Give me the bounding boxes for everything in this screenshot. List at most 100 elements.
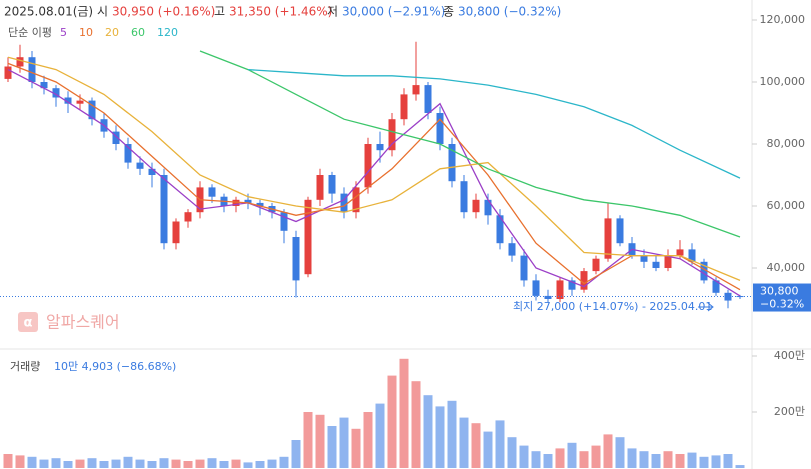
volume-bar (483, 431, 493, 468)
volume-bar (591, 445, 601, 468)
volume-bar (135, 459, 145, 468)
volume-bar (75, 459, 85, 468)
last-price-change: −0.32% (760, 298, 804, 311)
legend-entry: 20 (105, 26, 119, 39)
candle-body (304, 199, 312, 275)
volume-bar (579, 451, 589, 468)
volume-bar (507, 437, 517, 468)
candle-body (520, 255, 528, 281)
volume-bar (255, 461, 265, 468)
volume-bar (387, 375, 397, 468)
y-tick-label: 100,000 (760, 75, 806, 88)
candle-body (136, 162, 144, 169)
volume-bar (699, 456, 709, 468)
candle-body (532, 280, 540, 296)
candle-body (16, 57, 24, 67)
volume-bar (339, 417, 349, 468)
volume-bar (195, 459, 205, 468)
candle-body (712, 280, 720, 293)
volume-bar (171, 459, 181, 468)
volume-bar (411, 381, 421, 468)
candle-body (352, 187, 360, 213)
candle-body (400, 94, 408, 120)
volume-bar (531, 451, 541, 468)
volume-bar (471, 423, 481, 468)
volume-bar (231, 459, 241, 468)
candle-body (484, 199, 492, 216)
high-value: 31,350 (+1.46%) (229, 5, 332, 19)
candle-body (184, 212, 192, 222)
candle-body (424, 85, 432, 113)
y-tick-label: 120,000 (760, 13, 806, 26)
candle-body (556, 280, 564, 299)
volume-bar (495, 420, 505, 468)
volume-bar (147, 461, 157, 468)
candle-body (64, 97, 72, 104)
ma-line (7, 56, 741, 282)
volume-bar (615, 437, 625, 468)
y-tick-label: 200만 (774, 405, 805, 418)
candle-body (460, 181, 468, 213)
volume-bar (27, 456, 37, 468)
volume-title: 거래량 (10, 360, 40, 373)
candle-body (256, 202, 264, 206)
candle-body (508, 243, 516, 256)
candle-body (328, 175, 336, 194)
watermark: 알파스퀘어 (46, 313, 120, 332)
candle-body (688, 249, 696, 262)
open-label: 시 (97, 5, 108, 19)
volume-bar (279, 456, 289, 468)
candle-body (148, 168, 156, 175)
candle-body (448, 144, 456, 182)
volume-bar (303, 412, 313, 468)
volume-value: 10만 4,903 (−86.68%) (54, 360, 176, 373)
volume-bar (687, 452, 697, 468)
candle-body (376, 144, 384, 151)
volume-bar (363, 412, 373, 468)
candle-body (40, 82, 48, 89)
legend-entry: 5 (60, 26, 67, 39)
ma-line (247, 68, 741, 179)
candle-body (436, 113, 444, 144)
volume-bar (267, 459, 277, 468)
volume-bar (63, 461, 73, 468)
candle-body (124, 144, 132, 163)
volume-bar (519, 445, 529, 468)
volume-bar (219, 461, 229, 468)
candle-body (316, 175, 324, 200)
volume-bar (435, 406, 445, 468)
volume-bar (555, 448, 565, 468)
candle-body (76, 100, 84, 104)
volume-bar (291, 440, 301, 468)
candle-body (640, 255, 648, 262)
logo-glyph: α (24, 316, 33, 331)
volume-bar (663, 451, 673, 468)
date: 2025.08.01(금) (4, 5, 93, 19)
low-label: 저 (327, 5, 338, 19)
ma-line (7, 69, 741, 297)
candle-body (388, 119, 396, 151)
candle-body (28, 57, 36, 82)
volume-bar (351, 428, 361, 468)
candle-body (4, 66, 12, 79)
last-price: 30,800 (760, 285, 799, 298)
candle-body (280, 212, 288, 231)
candle-body (88, 100, 96, 120)
volume-bar (603, 434, 613, 468)
candle-body (592, 258, 600, 272)
candle-body (664, 255, 672, 268)
high-label: 고 (214, 5, 225, 19)
candle-body (604, 218, 612, 259)
candle-body (652, 261, 660, 268)
candle-body (52, 88, 60, 98)
volume-bar (447, 400, 457, 468)
y-tick-label: 80,000 (767, 137, 806, 150)
ma-line (7, 62, 741, 291)
volume-bar (183, 461, 193, 468)
volume-bar (123, 456, 133, 468)
candle-body (580, 271, 588, 290)
candle-body (736, 296, 744, 298)
last-price-box (753, 283, 811, 312)
